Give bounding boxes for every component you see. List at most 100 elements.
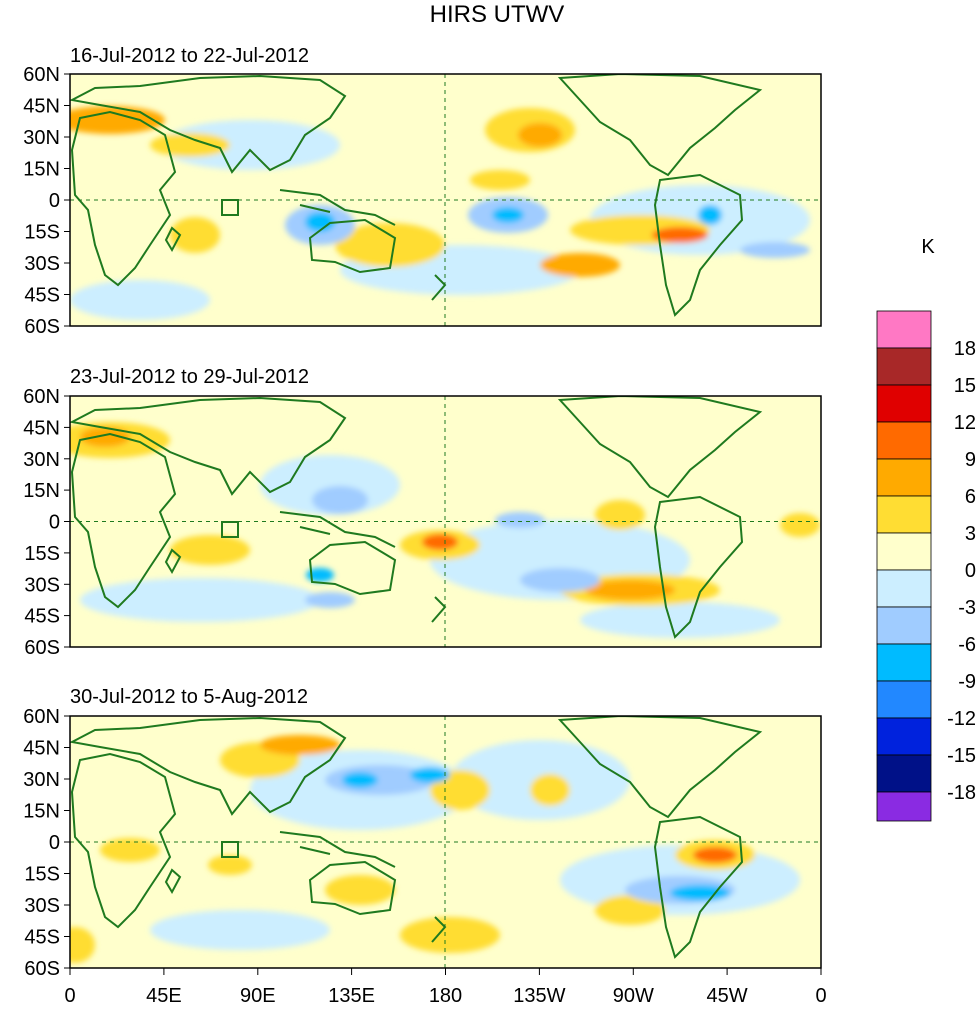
blob <box>260 735 340 755</box>
panel-3-continents <box>70 716 763 959</box>
lon-label: 0 <box>64 985 75 1007</box>
blob <box>160 120 340 170</box>
lat-label: 0 <box>49 512 60 534</box>
north-america-outline <box>557 74 763 177</box>
colorbar-label: -15 <box>947 745 976 767</box>
colorbar-box <box>876 421 932 460</box>
lat-label: 15S <box>24 864 60 886</box>
madagascar-outline <box>164 868 182 895</box>
colorbar-box <box>876 458 932 497</box>
colorbar-label: -6 <box>958 634 976 656</box>
colorbar-label: 6 <box>965 486 976 508</box>
colorbar-label: 3 <box>965 523 976 545</box>
lon-axis: 0 45E 90E 135E 180 135W 90W 45W 0 <box>64 968 827 1007</box>
south-america-outline <box>653 815 744 959</box>
australia-outline <box>308 540 397 596</box>
blob <box>518 123 562 147</box>
lat-label: 15S <box>24 222 60 244</box>
africa-outline <box>70 432 177 609</box>
lat-label: 60S <box>24 316 60 338</box>
blob <box>495 512 545 528</box>
lat-label: 60N <box>23 706 60 728</box>
lat-label: 60N <box>23 64 60 86</box>
lat-label: 45S <box>24 927 60 949</box>
colorbar-box <box>876 606 932 645</box>
lat-label: 30N <box>23 769 60 791</box>
blob <box>693 847 737 863</box>
lat-label: 45N <box>23 96 60 118</box>
lat-label: 0 <box>49 190 60 212</box>
blob <box>70 106 165 134</box>
blob <box>470 170 530 190</box>
colorbar-box <box>876 643 932 682</box>
blob <box>585 580 675 600</box>
lon-labels: 0 45E 90E 135E 180 135W 90W 45W 0 <box>64 985 826 1007</box>
indonesia-outline <box>279 511 396 548</box>
north-america-outline <box>557 396 763 499</box>
colorbar-box <box>876 310 932 349</box>
australia-outline <box>308 860 397 916</box>
lat-label: 15N <box>23 801 60 823</box>
colorbar-box <box>876 384 932 423</box>
colorbar-unit-label: K <box>921 236 935 258</box>
blob <box>170 535 250 565</box>
colorbar-label: -3 <box>958 597 976 619</box>
australia-outline <box>308 218 397 274</box>
blob <box>335 223 445 267</box>
colorbar-box <box>876 717 932 756</box>
blob <box>410 767 450 783</box>
lat-label: 15N <box>23 480 60 502</box>
panel-3-date-range: 30-Jul-2012 to 5-Aug-2012 <box>70 686 308 708</box>
blob <box>150 133 230 157</box>
lat-label: 15N <box>23 159 60 181</box>
lat-label: 60S <box>24 637 60 659</box>
colorbar-box <box>876 754 932 793</box>
blob <box>652 227 708 243</box>
blob <box>80 578 320 622</box>
lat-label: 45N <box>23 738 60 760</box>
africa-outline <box>70 752 177 929</box>
lon-label: 180 <box>429 985 462 1007</box>
colorbar: K 18 15 12 9 6 3 0 -3 -6 -9 <box>876 236 976 822</box>
blob <box>580 602 780 638</box>
blob <box>670 885 730 901</box>
blob <box>492 207 524 223</box>
lon-label: 90W <box>613 985 654 1007</box>
colorbar-box <box>876 680 932 719</box>
blob <box>740 242 810 258</box>
colorbar-box <box>876 569 932 608</box>
colorbar-label: -18 <box>947 782 976 804</box>
lon-ticks <box>69 968 822 975</box>
colorbar-boxes <box>876 310 932 822</box>
blob <box>70 280 210 320</box>
eurasia-outline <box>70 716 347 816</box>
blob <box>342 772 378 788</box>
blob <box>595 895 665 925</box>
colorbar-label: 15 <box>954 375 976 397</box>
blob <box>698 205 722 225</box>
colorbar-label: -9 <box>958 671 976 693</box>
panel-1-lat-ticks <box>64 73 70 327</box>
lon-label: 45W <box>707 985 748 1007</box>
madagascar-outline <box>164 226 182 253</box>
colorbar-box <box>876 532 932 571</box>
panel-1-date-range: 16-Jul-2012 to 22-Jul-2012 <box>70 45 309 67</box>
south-america-outline <box>653 495 744 639</box>
lat-label: 30N <box>23 127 60 149</box>
colorbar-box <box>876 495 932 534</box>
lat-label: 30S <box>24 574 60 596</box>
blob <box>400 917 500 953</box>
blob <box>150 910 330 950</box>
lat-label: 45S <box>24 285 60 307</box>
panel-2-continents <box>70 396 763 639</box>
blob <box>100 838 160 862</box>
lat-label: 15S <box>24 543 60 565</box>
map-panel-2: 23-Jul-2012 to 29-Jul-2012 <box>23 366 822 659</box>
blob <box>70 927 95 963</box>
eurasia-outline <box>70 74 347 174</box>
panel-3-lat-labels: 60N 45N 30N 15N 0 15S 30S 45S 60S <box>23 706 60 980</box>
lon-label: 135E <box>328 985 375 1007</box>
blob <box>305 212 335 232</box>
colorbar-label: 9 <box>965 449 976 471</box>
colorbar-label: 0 <box>965 560 976 582</box>
